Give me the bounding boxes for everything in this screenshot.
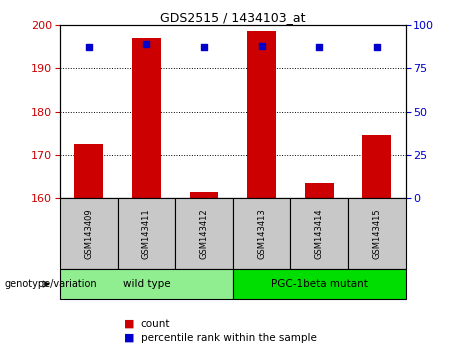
Point [373,45,381,50]
Title: GDS2515 / 1434103_at: GDS2515 / 1434103_at [160,11,306,24]
Bar [189,192,219,198]
Text: count: count [141,319,170,329]
Text: GSM143411: GSM143411 [142,208,151,259]
Text: genotype/variation: genotype/variation [5,279,97,289]
Bar [305,183,334,198]
Bar [118,198,175,269]
Point [85,45,92,50]
Bar [132,38,161,198]
Bar [60,269,233,299]
Point [258,43,266,48]
Bar [348,198,406,269]
Point [142,41,150,47]
Bar [247,31,276,198]
Text: percentile rank within the sample: percentile rank within the sample [141,333,317,343]
Text: GSM143415: GSM143415 [372,208,381,259]
Bar [233,198,290,269]
Point [315,45,323,50]
Text: ■: ■ [124,319,134,329]
Text: GSM143413: GSM143413 [257,208,266,259]
Point [200,45,207,50]
Text: PGC-1beta mutant: PGC-1beta mutant [271,279,368,289]
Bar [290,198,348,269]
Bar [175,198,233,269]
Text: GSM143409: GSM143409 [84,208,93,259]
Bar [233,269,406,299]
Text: ■: ■ [124,333,134,343]
Bar [60,198,118,269]
Text: wild type: wild type [123,279,170,289]
Bar [74,144,103,198]
Text: GSM143414: GSM143414 [315,208,324,259]
Text: GSM143412: GSM143412 [200,208,208,259]
Bar [362,135,391,198]
